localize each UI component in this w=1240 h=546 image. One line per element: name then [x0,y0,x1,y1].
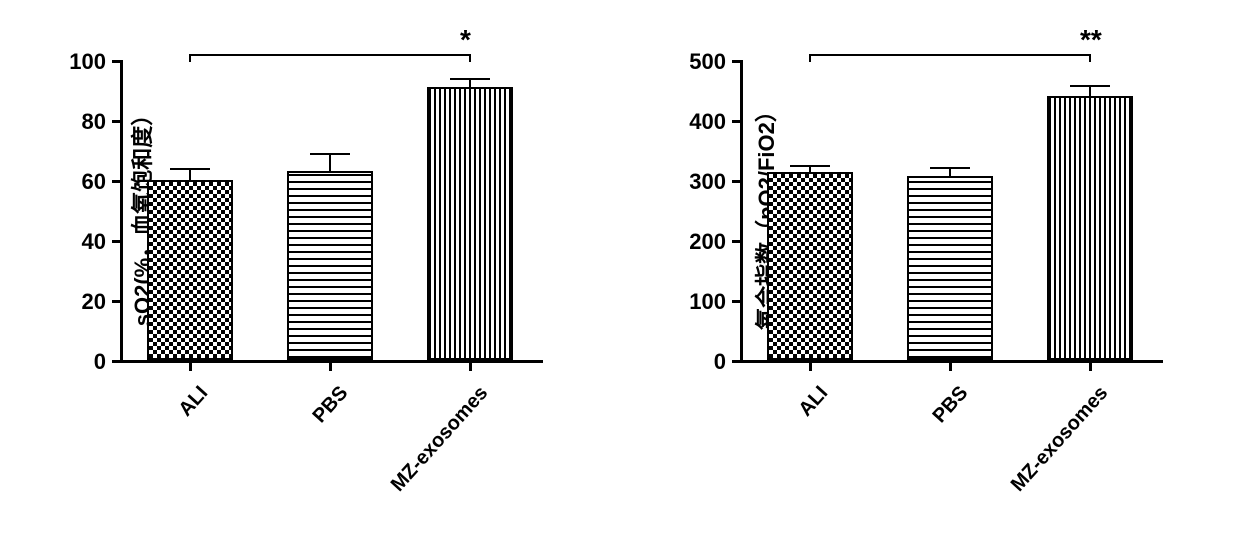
chart-panel-left: 020406080100sO2(%，血氧饱和度）ALIPBSMZ-exosome… [20,20,560,530]
x-tick [809,363,812,371]
y-tick [732,240,740,243]
error-bar [329,153,331,171]
y-tick [112,120,120,123]
significance-tick [809,54,811,62]
y-tick-label: 500 [666,49,726,75]
y-tick [112,180,120,183]
significance-line [810,54,1090,56]
y-tick [732,60,740,63]
x-category-label: MZ-exosomes [342,382,493,546]
x-axis [740,360,1163,363]
x-category-label: ALI [62,382,213,546]
y-tick-label: 200 [666,229,726,255]
y-tick [112,300,120,303]
y-tick-label: 80 [46,109,106,135]
x-tick [189,363,192,371]
y-tick-label: 400 [666,109,726,135]
plot-area: 020406080100sO2(%，血氧饱和度）ALIPBSMZ-exosome… [120,60,540,360]
bar [1047,96,1134,360]
y-tick [732,360,740,363]
y-tick [112,60,120,63]
x-tick [1089,363,1092,371]
bar [907,176,994,360]
figure: 020406080100sO2(%，血氧饱和度）ALIPBSMZ-exosome… [0,0,1240,530]
y-tick-label: 60 [46,169,106,195]
y-tick [732,120,740,123]
error-cap [1070,85,1109,87]
x-category-label: ALI [682,382,833,546]
bar [767,172,854,360]
bar [287,171,374,360]
bar [147,180,234,360]
significance-tick [189,54,191,62]
x-category-label: PBS [202,382,353,546]
x-category-label: MZ-exosomes [962,382,1113,546]
error-cap [170,168,209,170]
y-tick [112,240,120,243]
y-tick [732,180,740,183]
error-cap [450,78,489,80]
y-axis [740,60,743,363]
y-tick-label: 100 [666,289,726,315]
y-tick-label: 300 [666,169,726,195]
significance-line [190,54,470,56]
significance-label: * [460,24,471,56]
bar [427,87,514,360]
y-tick-label: 20 [46,289,106,315]
error-cap [930,167,969,169]
x-tick [329,363,332,371]
y-tick [732,300,740,303]
x-tick [949,363,952,371]
x-category-label: PBS [822,382,973,546]
y-axis [120,60,123,363]
x-axis [120,360,543,363]
x-tick [469,363,472,371]
error-cap [790,165,829,167]
y-tick-label: 0 [46,349,106,375]
chart-panel-right: 0100200300400500氧合指数（pO2/FiO2）ALIPBSMZ-e… [640,20,1180,530]
error-cap [310,153,349,155]
y-tick-label: 40 [46,229,106,255]
y-tick-label: 0 [666,349,726,375]
y-tick-label: 100 [46,49,106,75]
significance-label: ** [1080,24,1102,56]
plot-area: 0100200300400500氧合指数（pO2/FiO2）ALIPBSMZ-e… [740,60,1160,360]
y-tick [112,360,120,363]
